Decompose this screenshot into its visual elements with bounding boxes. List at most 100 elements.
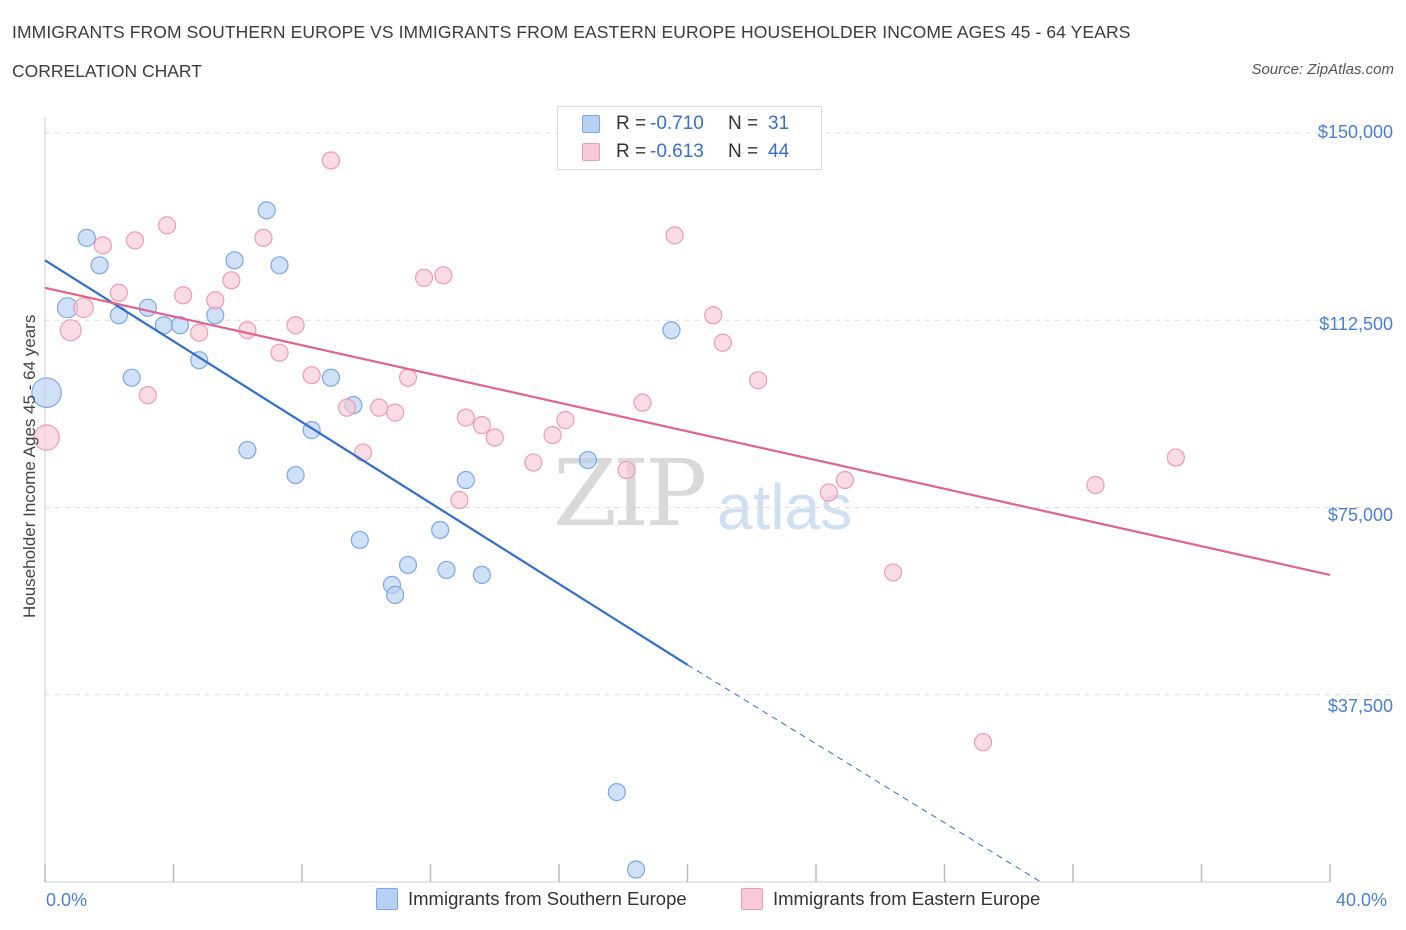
point-eastern-europe [556,411,575,430]
legend-n-value: 44 [768,141,790,162]
x-tick-label-max: 40.0% [1336,890,1388,910]
point-southern-europe [398,555,418,575]
point-southern-europe [578,450,598,470]
point-southern-europe [122,368,141,387]
x-tick-label-min: 0.0% [46,890,88,910]
point-southern-europe [170,316,190,335]
point-eastern-europe [450,490,469,510]
chart-title: IMMIGRANTS FROM SOUTHERN EUROPE VS IMMIG… [12,22,1131,42]
point-southern-europe [607,783,626,802]
legend-swatch-blue [376,888,398,910]
point-eastern-europe [543,425,562,445]
legend-swatch-pink [741,888,763,910]
point-southern-europe [257,201,276,220]
trendline-southern-europe-extension [687,664,1042,883]
y-tick-label: $150,000 [1317,122,1393,142]
legend-r-label: R = [616,141,647,162]
point-eastern-europe [704,306,723,325]
point-eastern-europe [1166,448,1185,467]
point-eastern-europe [125,231,145,250]
point-eastern-europe [1086,475,1105,495]
point-eastern-europe [93,236,112,255]
legend-n-value: 31 [768,113,790,134]
point-eastern-europe [222,271,241,290]
point-eastern-europe [386,403,405,422]
point-eastern-europe [819,483,838,502]
chart-source: Source: ZipAtlas.com [1251,61,1394,78]
point-eastern-europe [109,283,128,302]
y-tick-label: $75,000 [1327,505,1393,525]
legend-row-southern: R = -0.710 N = 31 [582,112,789,136]
point-southern-europe [456,470,475,490]
point-eastern-europe [353,443,373,462]
point-eastern-europe [617,460,636,480]
point-eastern-europe [59,319,82,342]
point-southern-europe [321,368,341,387]
point-eastern-europe [321,151,341,170]
point-eastern-europe [749,371,768,390]
point-eastern-europe [485,428,504,447]
point-southern-europe [138,298,157,317]
point-eastern-europe [472,416,491,435]
legend-r-value: -0.613 [650,141,704,162]
point-eastern-europe [434,266,453,285]
legend-label-southern: Immigrants from Southern Europe [408,888,687,909]
point-eastern-europe [190,323,209,342]
point-southern-europe [350,530,369,550]
point-eastern-europe [33,424,60,451]
trendline-southern-europe [44,259,689,666]
legend-swatch-pink [582,143,600,161]
point-eastern-europe [835,470,855,490]
point-southern-europe [437,560,456,580]
point-southern-europe [77,228,96,247]
legend-swatch-blue [582,115,600,133]
point-eastern-europe [456,408,475,427]
point-eastern-europe [973,733,993,752]
point-eastern-europe [414,268,434,287]
point-eastern-europe [174,286,193,305]
legend-n-label: N = [728,113,759,134]
point-southern-europe [31,377,62,408]
point-southern-europe [626,860,646,879]
point-eastern-europe [73,297,94,319]
point-eastern-europe [238,321,257,340]
point-eastern-europe [370,398,389,417]
point-eastern-europe [302,366,321,385]
point-eastern-europe [337,398,357,417]
point-eastern-europe [883,563,903,582]
correlation-legend: R = -0.710 N = 31 R = -0.613 N = 44 [557,106,822,170]
trendline-eastern-europe [44,286,1331,576]
point-eastern-europe [665,226,684,245]
point-southern-europe [286,465,305,485]
point-eastern-europe [270,343,289,362]
legend-r-label: R = [616,113,647,134]
point-southern-europe [90,256,109,275]
point-eastern-europe [524,453,543,472]
point-southern-europe [225,251,244,270]
point-southern-europe [662,321,681,340]
series-legend-eastern: Immigrants from Eastern Europe [741,888,1040,910]
legend-label-eastern: Immigrants from Eastern Europe [773,888,1041,909]
watermark-zip: ZIP [553,440,707,547]
point-eastern-europe [398,368,418,387]
point-southern-europe [472,565,491,585]
point-eastern-europe [286,316,305,335]
point-eastern-europe [206,291,225,310]
point-southern-europe [270,256,289,275]
point-southern-europe [431,520,450,540]
legend-r-value: -0.710 [650,113,704,134]
point-eastern-europe [633,393,652,412]
series-legend-southern: Immigrants from Southern Europe [376,888,687,910]
chart-subtitle: CORRELATION CHART [12,61,202,81]
legend-row-eastern: R = -0.613 N = 44 [582,140,789,164]
point-eastern-europe [157,216,177,235]
point-southern-europe [238,440,257,460]
point-eastern-europe [254,228,273,247]
point-eastern-europe [138,386,157,405]
y-axis-title: Householder Income Ages 45 - 64 years [20,314,39,618]
point-eastern-europe [713,333,732,352]
y-tick-label: $112,500 [1319,314,1393,334]
point-southern-europe [386,585,405,604]
y-tick-label: $37,500 [1327,696,1393,716]
